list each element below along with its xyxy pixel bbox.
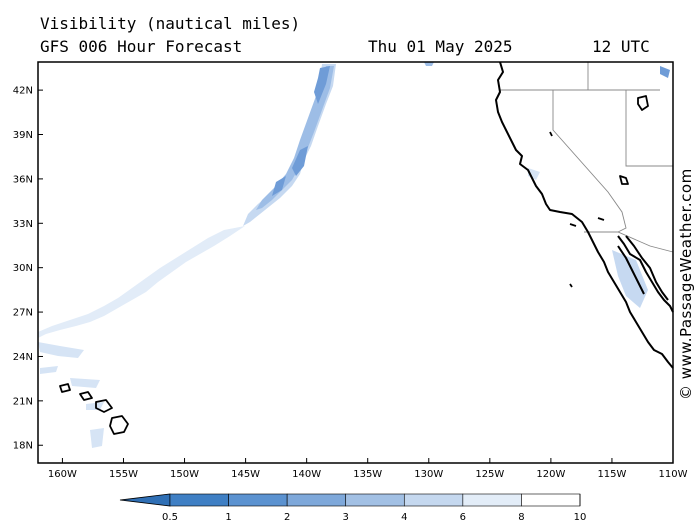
colorbar-segment — [462, 493, 522, 507]
lon-tick-label: 160W — [48, 469, 77, 480]
model-label: GFS 006 Hour Forecast — [40, 37, 243, 56]
gulf-inner — [617, 245, 645, 295]
ca-nv-border — [552, 90, 627, 233]
longitude-ticks: 160W 155W 150W 145W 140W 135W 130W 125W 120W 115W… — [48, 458, 688, 480]
forecast-time: 12 UTC — [592, 37, 650, 56]
colorbar-arrow-low — [119, 493, 171, 507]
hawaii-big-island — [109, 415, 129, 435]
lon-tick-label: 130W — [414, 469, 443, 480]
lake-tahoe — [549, 131, 553, 137]
lat-tick-label: 33N — [13, 219, 33, 230]
lon-tick-label: 135W — [353, 469, 382, 480]
colorbar-label: 3 — [343, 512, 349, 523]
colorbar-label: 10 — [574, 512, 587, 523]
colorbar-label: 4 — [401, 512, 407, 523]
coastlines — [495, 61, 674, 369]
lat-tick-label: 18N — [13, 441, 33, 452]
lon-tick-label: 140W — [292, 469, 321, 480]
oahu — [79, 391, 93, 401]
colorbar-label: 2 — [284, 512, 290, 523]
baja-peninsula — [617, 235, 674, 313]
fog-patch-socal — [612, 250, 648, 308]
fog-band-core — [256, 66, 334, 210]
colorbar: 0.5 1 2 3 4 6 8 10 — [119, 493, 587, 523]
fog-patch-ne — [660, 66, 670, 78]
great-salt-lake — [637, 95, 649, 111]
colorbar-label: 6 — [460, 512, 466, 523]
fog-band-dark — [272, 66, 330, 196]
lat-tick-label: 24N — [13, 352, 33, 363]
lat-tick-label: 30N — [13, 263, 33, 274]
fog-patch-north-pac — [424, 62, 434, 66]
nv-az-border — [625, 90, 673, 167]
colorbar-segment — [286, 493, 347, 507]
colorbar-label: 8 — [518, 512, 524, 523]
fog-patch-hawaii — [38, 342, 104, 448]
kauai — [59, 383, 71, 393]
west-coast — [495, 61, 674, 369]
latitude-ticks: 42N 39N 36N 33N 30N 27N 24N 21N 18N — [13, 86, 43, 452]
salton-lake — [619, 175, 629, 185]
lat-tick-label: 42N — [13, 86, 33, 97]
lon-tick-label: 150W — [170, 469, 199, 480]
channel-islands — [569, 217, 605, 227]
map-background — [38, 62, 673, 463]
lon-tick-label: 120W — [536, 469, 565, 480]
map-frame — [37, 61, 674, 464]
lat-tick-label: 27N — [13, 308, 33, 319]
map-title: Visibility (nautical miles) — [40, 14, 301, 33]
fog-trail-west — [38, 226, 245, 338]
lon-tick-label: 125W — [475, 469, 504, 480]
us-mexico-border — [584, 231, 674, 253]
lon-tick-label: 115W — [597, 469, 626, 480]
colorbar-segment — [169, 493, 229, 507]
lon-tick-label: 155W — [109, 469, 138, 480]
gulf-coast — [625, 235, 669, 301]
colorbar-segment — [345, 493, 405, 507]
forecast-date: Thu 01 May 2025 — [368, 37, 513, 56]
islands — [59, 95, 649, 435]
lat-tick-label: 39N — [13, 130, 33, 141]
guadalupe-island — [569, 283, 573, 288]
lat-tick-label: 21N — [13, 396, 33, 407]
fog-areas — [38, 62, 670, 448]
lat-tick-label: 36N — [13, 174, 33, 185]
lon-tick-label: 145W — [231, 469, 260, 480]
colorbar-segment — [228, 493, 288, 507]
colorbar-segment — [403, 493, 464, 507]
colorbar-label: 1 — [225, 512, 231, 523]
lon-tick-label: 110W — [659, 469, 688, 480]
state-borders — [500, 62, 674, 253]
maui — [95, 399, 113, 413]
colorbar-segment — [521, 493, 581, 507]
colorbar-label: 0.5 — [162, 512, 178, 523]
